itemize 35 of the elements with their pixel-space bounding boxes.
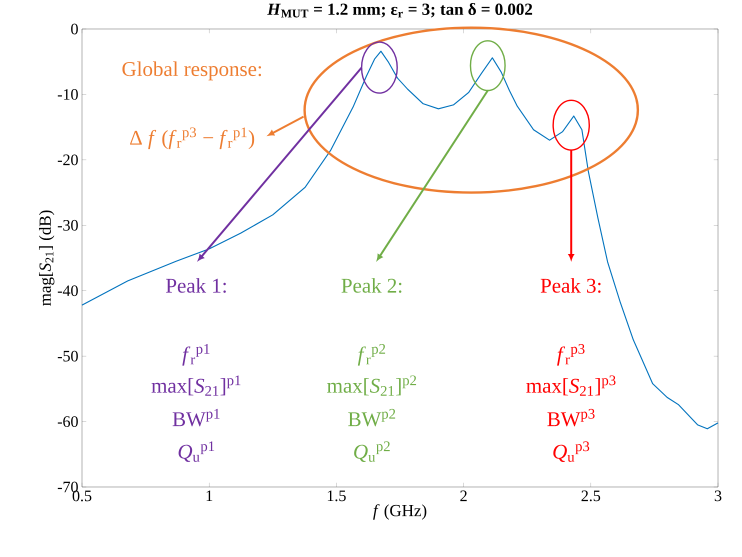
annotation: BW$^{p1}$ xyxy=(172,408,220,426)
chart-title: H$_{MUT}$ = 1.2 mm; ε$_{r}$ = 3; tan δ = 0.002 xyxy=(267,2,532,18)
annotation: Peak 1: xyxy=(166,278,226,293)
annotation: Peak 2: xyxy=(342,278,402,293)
annotation: Q$_{u}$p3 xyxy=(553,441,590,462)
x-tick-label: 0.5 xyxy=(72,490,92,502)
y-tick-label: -30 xyxy=(58,220,78,231)
x-tick-label: 3 xyxy=(714,490,722,502)
annotation: f$_{r}$p3 xyxy=(557,344,585,366)
y-tick-label: -50 xyxy=(58,350,78,362)
annotation: BW$^{p3}$ xyxy=(547,408,595,426)
annotation: max[S$_{21}$]$^{p1}$ xyxy=(152,375,240,396)
x-tick-label: 2.5 xyxy=(582,490,600,502)
x-tick-label: 1.5 xyxy=(328,490,346,502)
x-tick-label: 2 xyxy=(460,490,467,502)
annotation: Global response: xyxy=(122,61,262,80)
y-tick-label: -10 xyxy=(58,89,78,100)
annotation: Q$_{u}$p2 xyxy=(354,441,390,462)
line-series xyxy=(81,50,719,430)
annotation: max[S$_{21}$]$^{p2}$ xyxy=(327,375,416,396)
annotation: f$_{r}$p1 xyxy=(182,344,210,366)
y-axis-title: mag[S$_{21}$] (dB) xyxy=(38,210,54,306)
annotation: Peak 3: xyxy=(540,278,601,293)
annotation: BW$^{p2}$ xyxy=(348,408,396,426)
y-tick-label: -40 xyxy=(58,285,78,296)
annotation: Q$_{u}$p1 xyxy=(178,441,214,462)
y-tick-label: -70 xyxy=(58,482,78,492)
annotation: f$_{r}$p2 xyxy=(358,344,386,366)
x-axis-title: f (GHz) xyxy=(373,504,426,520)
y-tick-label: -20 xyxy=(58,154,78,166)
x-tick-label: 1 xyxy=(206,490,212,502)
y-tick-label: -60 xyxy=(58,416,78,427)
text: Δ f (f$_{r}$$^{p3}$ − f$_{r}$$^{p1}$) xyxy=(130,127,254,150)
annotation: max[S$_{21}$]$^{p3}$ xyxy=(526,375,616,396)
y-tick-label: 0 xyxy=(71,24,78,34)
